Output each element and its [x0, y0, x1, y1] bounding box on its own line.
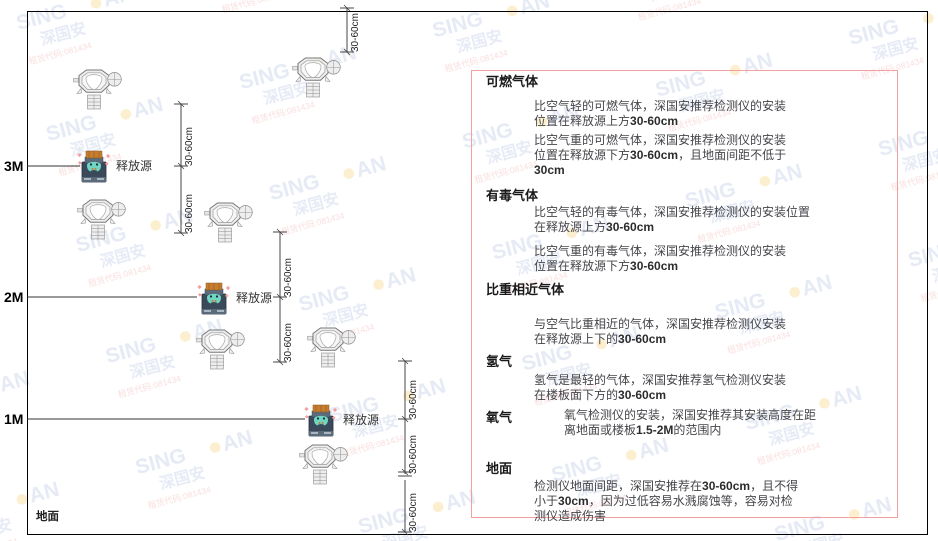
svg-text:30-60cm: 30-60cm	[408, 435, 419, 474]
svg-text:30-60cm: 30-60cm	[184, 127, 195, 166]
svg-text:30-60cm: 30-60cm	[283, 323, 294, 362]
svg-text:30-60cm: 30-60cm	[408, 380, 419, 419]
svg-text:30-60cm: 30-60cm	[350, 13, 361, 52]
svg-text:30-60cm: 30-60cm	[408, 493, 419, 532]
svg-text:30-60cm: 30-60cm	[283, 258, 294, 297]
svg-text:30-60cm: 30-60cm	[184, 194, 195, 233]
